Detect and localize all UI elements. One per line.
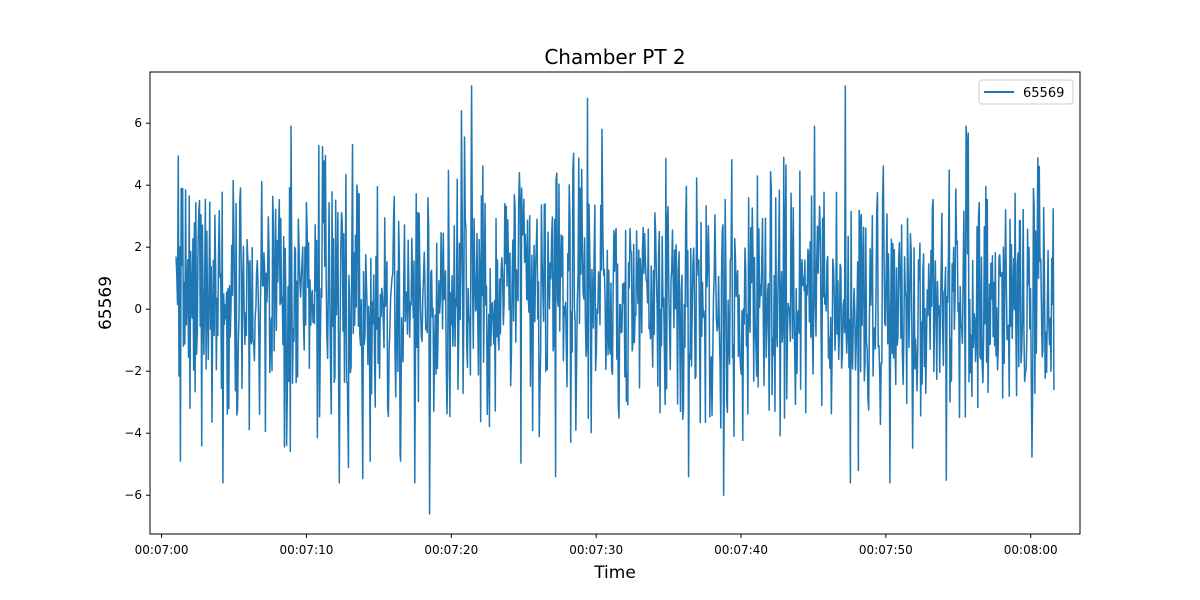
x-tick-label: 00:07:30 — [569, 543, 623, 557]
y-axis: −6 −4 −2 0 2 4 6 — [124, 116, 150, 502]
legend-box — [978, 79, 1074, 105]
x-tick-label: 00:07:10 — [279, 543, 333, 557]
x-tick-label: 00:07:00 — [135, 543, 189, 557]
x-tick-label: 00:08:00 — [1004, 543, 1058, 557]
x-tick-label: 00:07:40 — [714, 543, 768, 557]
y-tick-label: 6 — [134, 116, 142, 130]
legend-entry-65569: 65569 — [1023, 86, 1064, 101]
y-tick-label: −6 — [124, 488, 142, 502]
plot-frame — [149, 71, 1081, 535]
x-tick-label: 00:07:50 — [859, 543, 913, 557]
y-tick-label: 2 — [134, 240, 142, 254]
y-tick-label: −2 — [124, 364, 142, 378]
series-line-65569 — [175, 85, 1055, 515]
y-tick-label: 0 — [134, 302, 142, 316]
series-layer — [175, 85, 1055, 515]
y-tick-label: −4 — [124, 426, 142, 440]
legend: 65569 — [978, 79, 1074, 105]
y-tick-label: 4 — [134, 178, 142, 192]
x-tick-label: 00:07:20 — [424, 543, 478, 557]
y-axis-label: 65569 — [96, 276, 116, 330]
chart-title: Chamber PT 2 — [544, 45, 685, 69]
x-axis: 00:07:00 00:07:10 00:07:20 00:07:30 00:07:40… — [135, 534, 1058, 557]
x-axis-label: Time — [593, 563, 636, 583]
